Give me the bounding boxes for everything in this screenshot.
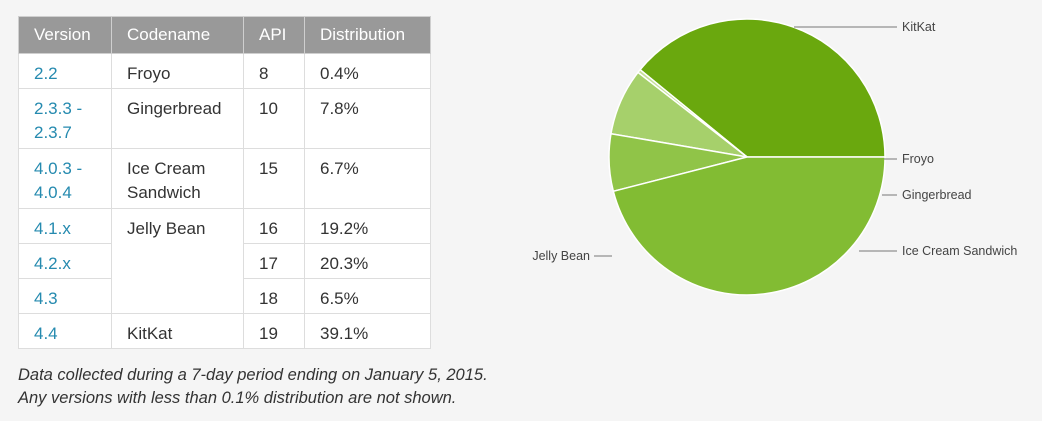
table-row: 2.2 Froyo 8 0.4% <box>18 53 431 89</box>
distribution-cell: 39.1% <box>304 313 431 349</box>
pie-slice-jelly-bean <box>612 156 886 296</box>
codename-cell: Ice Cream Sandwich <box>111 148 244 209</box>
note-line: Any versions with less than 0.1% distrib… <box>18 389 457 407</box>
version-link[interactable]: 4.1.x <box>34 219 71 238</box>
slice-label-gingerbread: Gingerbread <box>902 188 972 202</box>
slice-label-ice-cream-sandwich: Ice Cream Sandwich <box>902 244 1017 258</box>
distribution-cell: 6.7% <box>304 148 431 209</box>
api-cell: 19 <box>243 313 305 349</box>
note-line: Data collected during a 7-day period end… <box>18 366 488 384</box>
version-cell: 4.1.x <box>18 208 112 244</box>
version-link[interactable]: 4.4 <box>34 324 58 343</box>
table-row: 4.0.3 - 4.0.4 Ice Cream Sandwich 15 6.7% <box>18 148 431 209</box>
version-link[interactable]: 4.3 <box>34 289 58 308</box>
header-distribution: Distribution <box>304 16 431 54</box>
distribution-cell: 19.2% <box>304 208 431 244</box>
version-cell: 2.2 <box>18 53 112 89</box>
version-cell: 4.4 <box>18 313 112 349</box>
pie-slice-kitkat <box>639 18 886 158</box>
header-version: Version <box>18 16 112 54</box>
api-cell: 17 <box>243 243 305 279</box>
codename-cell: Froyo <box>111 53 244 89</box>
version-cell: 4.3 <box>18 278 112 314</box>
distribution-cell: 0.4% <box>304 53 431 89</box>
codename-cell: KitKat <box>111 313 244 349</box>
table-header-row: Version Codename API Distribution <box>18 16 431 54</box>
table-row: 4.3 18 6.5% <box>18 278 431 314</box>
distribution-table: Version Codename API Distribution 2.2 Fr… <box>18 16 431 349</box>
table-row: 4.1.x Jelly Bean 16 19.2% <box>18 208 431 314</box>
api-cell: 15 <box>243 148 305 209</box>
data-note: Data collected during a 7-day period end… <box>18 364 488 410</box>
version-link[interactable]: 2.3.3 - 2.3.7 <box>34 99 83 142</box>
version-cell: 4.0.3 - 4.0.4 <box>18 148 112 209</box>
api-cell: 8 <box>243 53 305 89</box>
slice-label-jelly-bean: Jelly Bean <box>532 249 590 263</box>
api-cell: 10 <box>243 88 305 149</box>
api-cell: 18 <box>243 278 305 314</box>
codename-cell: Gingerbread <box>111 88 244 149</box>
version-link[interactable]: 2.2 <box>34 64 58 83</box>
codename-cell: Jelly Bean <box>111 208 244 314</box>
slice-label-froyo: Froyo <box>902 152 934 166</box>
slice-label-kitkat: KitKat <box>902 20 936 34</box>
version-link[interactable]: 4.2.x <box>34 254 71 273</box>
table-row: 4.4 KitKat 19 39.1% <box>18 313 431 349</box>
distribution-cell: 20.3% <box>304 243 431 279</box>
version-link[interactable]: 4.0.3 - 4.0.4 <box>34 159 83 202</box>
